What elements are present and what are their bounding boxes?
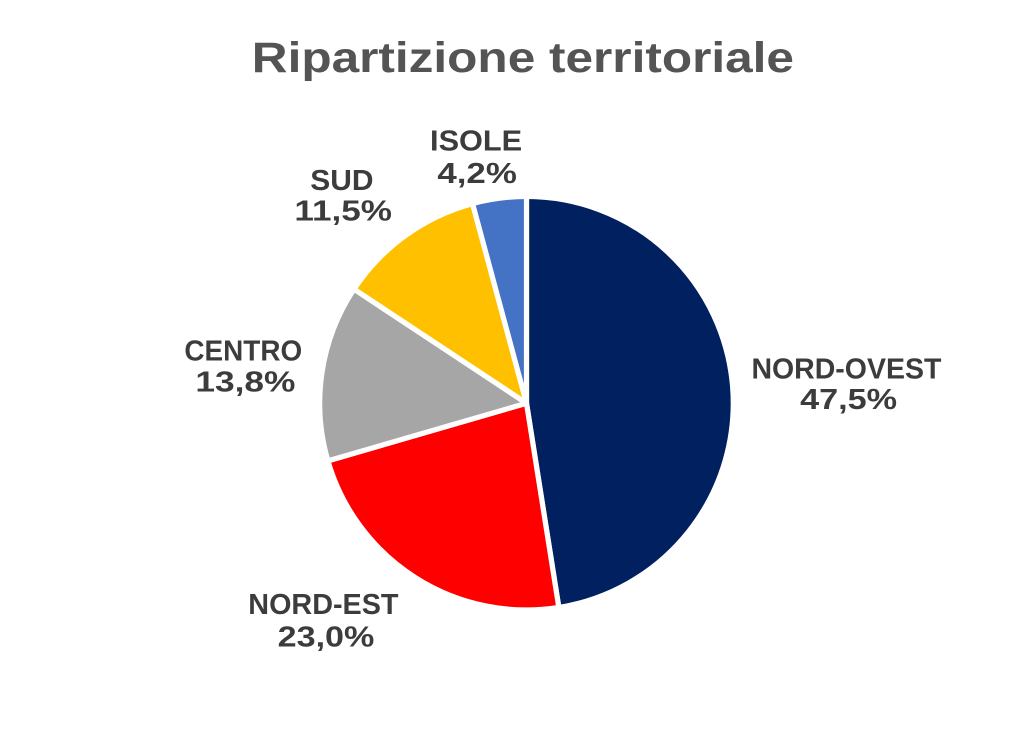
svg-text:13,8%: 13,8%: [195, 367, 295, 399]
svg-text:4,2%: 4,2%: [437, 158, 517, 190]
svg-text:11,5%: 11,5%: [294, 196, 392, 228]
svg-text:SUD: SUD: [310, 165, 373, 197]
svg-text:Ripartizione territoriale: Ripartizione territoriale: [252, 35, 794, 82]
svg-text:CENTRO: CENTRO: [184, 335, 302, 367]
svg-text:NORD-OVEST: NORD-OVEST: [751, 353, 941, 385]
svg-text:23,0%: 23,0%: [278, 621, 375, 653]
svg-text:47,5%: 47,5%: [800, 384, 897, 416]
svg-text:NORD-EST: NORD-EST: [248, 589, 398, 621]
svg-text:ISOLE: ISOLE: [430, 126, 522, 158]
